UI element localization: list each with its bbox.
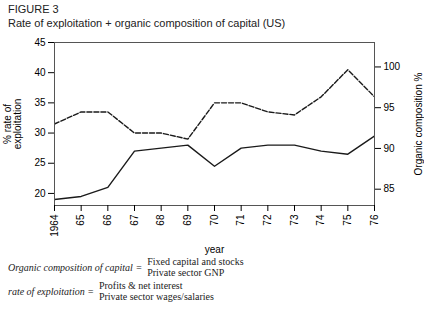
svg-text:95: 95	[384, 102, 396, 113]
svg-text:66: 66	[102, 214, 113, 226]
svg-text:25: 25	[34, 157, 46, 168]
svg-text:45: 45	[34, 37, 46, 48]
html-text:FIGURE 3: FIGURE 3	[8, 3, 59, 15]
svg-text:35: 35	[34, 97, 46, 108]
html-text:rate of exploitation = Profits: rate of exploitation = Profits & net int…	[8, 280, 183, 297]
svg-text:74: 74	[315, 214, 326, 226]
svg-text:73: 73	[289, 214, 300, 226]
svg-text:72: 72	[262, 214, 273, 226]
svg-text:70: 70	[209, 214, 220, 226]
html-text:Private sector GNP: Private sector GNP	[147, 267, 225, 278]
svg-text:100: 100	[384, 61, 401, 72]
html-text:Private sector wages/salaries: Private sector wages/salaries	[98, 291, 214, 302]
svg-text:68: 68	[155, 214, 166, 226]
svg-text:20: 20	[34, 188, 46, 199]
html-text:Organic composition of capital: Organic composition of capital = Fixed c…	[8, 256, 244, 273]
html-text:Rate of exploitation + organic: Rate of exploitation + organic compositi…	[8, 17, 286, 29]
svg-text:65: 65	[75, 214, 86, 226]
svg-text:% rate ofexploitation: % rate ofexploitation	[2, 99, 23, 150]
svg-text:1964: 1964	[49, 214, 60, 237]
svg-text:90: 90	[384, 143, 396, 154]
svg-text:71: 71	[235, 214, 246, 226]
svg-text:30: 30	[34, 127, 46, 138]
svg-text:75: 75	[342, 214, 353, 226]
svg-text:85: 85	[384, 183, 396, 194]
svg-text:Organic composition %: Organic composition %	[413, 72, 424, 175]
svg-text:69: 69	[182, 214, 193, 226]
svg-text:67: 67	[129, 214, 140, 226]
svg-text:year: year	[205, 244, 225, 255]
svg-text:76: 76	[369, 214, 380, 226]
svg-text:40: 40	[34, 67, 46, 78]
